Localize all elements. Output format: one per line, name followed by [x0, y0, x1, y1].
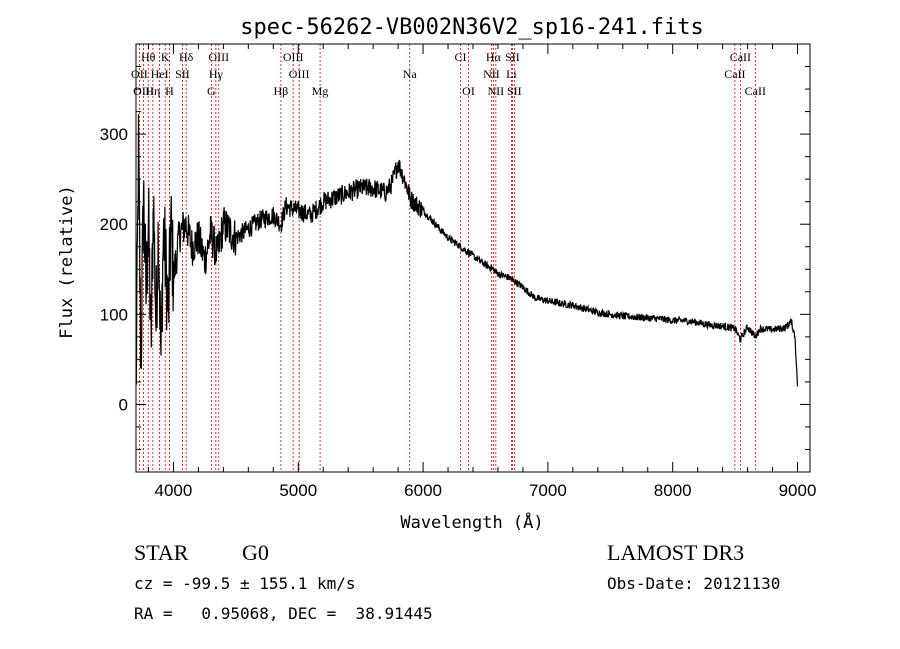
line-label: Li [506, 67, 517, 81]
x-tick-label: 8000 [654, 481, 692, 500]
line-label: G [207, 84, 216, 98]
x-tick-label: 6000 [404, 481, 442, 500]
spectrum-line [135, 114, 799, 387]
line-label: OIII [283, 50, 304, 64]
obs-date: Obs-Date: 20121130 [607, 574, 781, 593]
y-tick-label: 0 [119, 395, 128, 414]
y-tick-label: 300 [100, 125, 128, 144]
line-label: H [165, 84, 174, 98]
x-axis-ticks: 4000 5000 6000 7000 8000 9000 [147, 44, 817, 500]
line-label: Hγ [209, 67, 224, 81]
x-tick-label: 9000 [779, 481, 817, 500]
plot-frame [135, 43, 811, 473]
y-tick-label: 200 [100, 215, 128, 234]
line-label: Hβ [274, 84, 289, 98]
line-label: Na [403, 67, 418, 81]
x-tick-label: 5000 [279, 481, 317, 500]
x-tick-label: 7000 [529, 481, 567, 500]
line-label: CI [455, 50, 467, 64]
spectral-line-markers [138, 44, 756, 472]
line-label: CaII [730, 50, 751, 64]
spectral-subclass: G0 [242, 540, 269, 565]
line-label: OII [131, 67, 148, 81]
line-label: K [161, 50, 170, 64]
object-class: STAR [134, 540, 189, 565]
line-label: OIII [289, 67, 310, 81]
line-label: Hη [145, 84, 160, 98]
redshift-text: cz = -99.5 ± 155.1 km/s [134, 574, 356, 593]
line-label: NII [483, 67, 500, 81]
line-label: OI [462, 84, 475, 98]
y-tick-label: 100 [100, 305, 128, 324]
chart-title: spec-56262-VB002N36V2_sp16-241.fits [240, 15, 704, 40]
line-label: NII [488, 84, 505, 98]
line-label: Hα [486, 50, 502, 64]
coordinates: RA = 0.95068, DEC = 38.91445 [134, 604, 433, 623]
line-label: SII [507, 84, 522, 98]
line-label: OIII [208, 50, 229, 64]
x-tick-label: 4000 [155, 481, 193, 500]
line-label: CaII [724, 67, 745, 81]
y-axis-label: Flux (relative) [57, 185, 77, 339]
y-axis-ticks: 0 100 200 300 [100, 66, 810, 450]
line-label: SII [175, 67, 190, 81]
line-label: Mg [312, 84, 329, 98]
line-label: SII [505, 50, 520, 64]
line-label: CaII [745, 84, 766, 98]
line-label: HeI [151, 67, 169, 81]
line-label: Hθ [141, 50, 156, 64]
line-label: OIII [133, 84, 154, 98]
survey-name: LAMOST DR3 [607, 540, 745, 565]
line-label: Hδ [179, 50, 194, 64]
x-axis-label: Wavelength (Å) [400, 511, 543, 533]
